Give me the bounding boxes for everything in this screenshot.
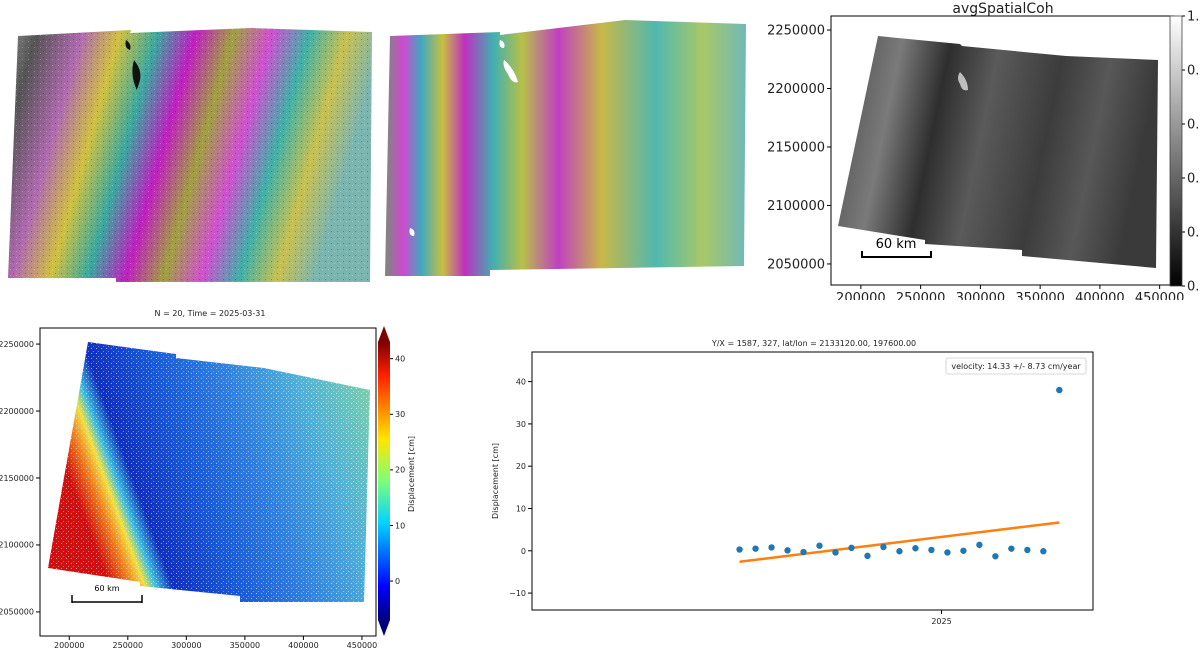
colorbar-tick-label: 30: [395, 410, 405, 419]
displacement-title: N = 20, Time = 2025-03-31: [155, 309, 266, 318]
coherence-image: [838, 36, 1158, 268]
y-tick-label: 2250000: [767, 24, 825, 39]
timeseries-point: [848, 544, 855, 552]
displacement-colorbar-label: Displacement [cm]: [407, 436, 416, 512]
x-tick-label: 450000: [1135, 291, 1185, 300]
x-tick-label: 400000: [288, 641, 319, 650]
x-tick-label: 2025: [931, 617, 951, 626]
y-tick-label: 2100000: [0, 541, 34, 550]
y-tick-label: 2250000: [0, 340, 34, 349]
timeseries-point: [976, 541, 983, 549]
timeseries-point: [1056, 386, 1063, 394]
x-tick-label: 350000: [1015, 291, 1065, 300]
displacement-panel: N = 20, Time = 2025-03-31 2050000 2100000…: [0, 306, 430, 662]
y-tick-label: −10: [509, 589, 526, 598]
colorbar-tick-label: 1.0: [1187, 10, 1200, 25]
interferogram-1-svg: [8, 28, 372, 282]
x-tick-label: 400000: [1075, 291, 1125, 300]
colorbar-tick-label: 40: [395, 354, 405, 363]
interferogram-2-svg: [385, 20, 746, 276]
timeseries-point: [896, 548, 903, 555]
timeseries-point: [880, 543, 887, 551]
x-tick-label: 200000: [54, 641, 85, 650]
colorbar-tick-label: 0.0: [1187, 280, 1200, 295]
timeseries-legend-box: [945, 357, 1087, 375]
interferogram-1-texture: [8, 28, 372, 282]
interferogram-panel-2: [380, 18, 750, 280]
y-tick-label: 2050000: [0, 608, 34, 617]
y-tick-label: 2200000: [0, 407, 34, 416]
y-tick-label: 40: [516, 378, 526, 387]
x-tick-label: 350000: [230, 641, 261, 650]
y-tick-label: 2150000: [0, 474, 34, 483]
displacement-chart: N = 20, Time = 2025-03-31 2050000 2100000…: [0, 309, 416, 650]
timeseries-point: [1040, 548, 1047, 555]
timeseries-legend-text: velocity: 14.33 +/- 8.73 cm/year: [951, 362, 1081, 371]
colorbar-tick-label: 0.4: [1187, 172, 1200, 187]
timeseries-chart: Y/X = 1587, 327, lat/lon = 2133120.00, 1…: [491, 339, 1094, 626]
x-tick-label: 300000: [956, 291, 1006, 300]
timeseries-point: [752, 545, 759, 552]
timeseries-panel: Y/X = 1587, 327, lat/lon = 2133120.00, 1…: [480, 336, 1100, 636]
timeseries-point: [912, 545, 919, 552]
colorbar-tick-label: 20: [395, 466, 405, 475]
timeseries-point: [800, 548, 807, 556]
y-tick-label: 20: [516, 462, 526, 471]
timeseries-point: [784, 547, 791, 554]
timeseries-point: [992, 553, 999, 560]
y-tick-label: 30: [516, 420, 526, 429]
coherence-chart: avgSpatialCoh 2050000 2100000 2150000 22000…: [767, 1, 1200, 306]
colorbar-tick-label: 10: [395, 521, 405, 530]
x-tick-label: 250000: [113, 641, 144, 650]
x-tick-label: 300000: [171, 641, 202, 650]
y-tick-label: 0: [521, 547, 526, 556]
timeseries-point: [944, 549, 951, 556]
timeseries-point: [928, 546, 935, 554]
y-tick-label: 10: [516, 504, 526, 513]
interferogram-2-swath: [385, 20, 746, 276]
interferogram-panel-1: [6, 20, 376, 285]
interferogram-2-water-3: [409, 228, 415, 236]
coherence-panel: avgSpatialCoh 2050000 2100000 2150000 22000…: [760, 0, 1200, 306]
coherence-lake: [958, 72, 968, 91]
timeseries-point: [736, 546, 743, 553]
colorbar-tick-label: 0.8: [1187, 64, 1200, 79]
x-tick-label: 450000: [347, 641, 378, 650]
colorbar-tick-label: 0: [395, 577, 400, 586]
x-tick-label: 250000: [896, 291, 946, 300]
colorbar-tick-label: 0.6: [1187, 118, 1200, 133]
coherence-scalebar-label: 60 km: [876, 237, 917, 252]
timeseries-title: Y/X = 1587, 327, lat/lon = 2133120.00, 1…: [711, 339, 916, 348]
interferogram-1-lake-2: [125, 40, 131, 50]
timeseries-point: [1008, 545, 1015, 552]
timeseries-point: [768, 544, 775, 551]
y-tick-label: 2200000: [767, 82, 825, 97]
displacement-texture: [48, 342, 370, 602]
timeseries-trend-line: [739, 521, 1060, 564]
displacement-colorbar-bottom-arrow: [378, 620, 390, 636]
interferogram-2-water-1: [499, 40, 505, 48]
timeseries-point: [1024, 546, 1031, 554]
y-tick-label: 2050000: [767, 257, 825, 272]
interferogram-1-lake: [132, 60, 141, 90]
y-tick-label: 2100000: [767, 199, 825, 214]
timeseries-point: [832, 549, 839, 556]
coherence-title: avgSpatialCoh: [952, 1, 1053, 17]
x-tick-label: 200000: [836, 291, 886, 300]
timeseries-axes: [531, 351, 1094, 611]
timeseries-point: [864, 552, 871, 560]
displacement-scalebar-label: 60 km: [94, 584, 119, 593]
timeseries-point: [960, 547, 967, 554]
displacement-colorbar-top-arrow: [378, 326, 390, 342]
displacement-colorbar: [378, 342, 390, 620]
timeseries-point: [816, 542, 823, 549]
timeseries-ylabel: Displacement [cm]: [491, 443, 500, 519]
colorbar-tick-label: 0.2: [1187, 226, 1200, 241]
interferogram-2-water-2: [503, 60, 518, 83]
coherence-colorbar: [1169, 15, 1183, 287]
y-tick-label: 2150000: [767, 141, 825, 156]
